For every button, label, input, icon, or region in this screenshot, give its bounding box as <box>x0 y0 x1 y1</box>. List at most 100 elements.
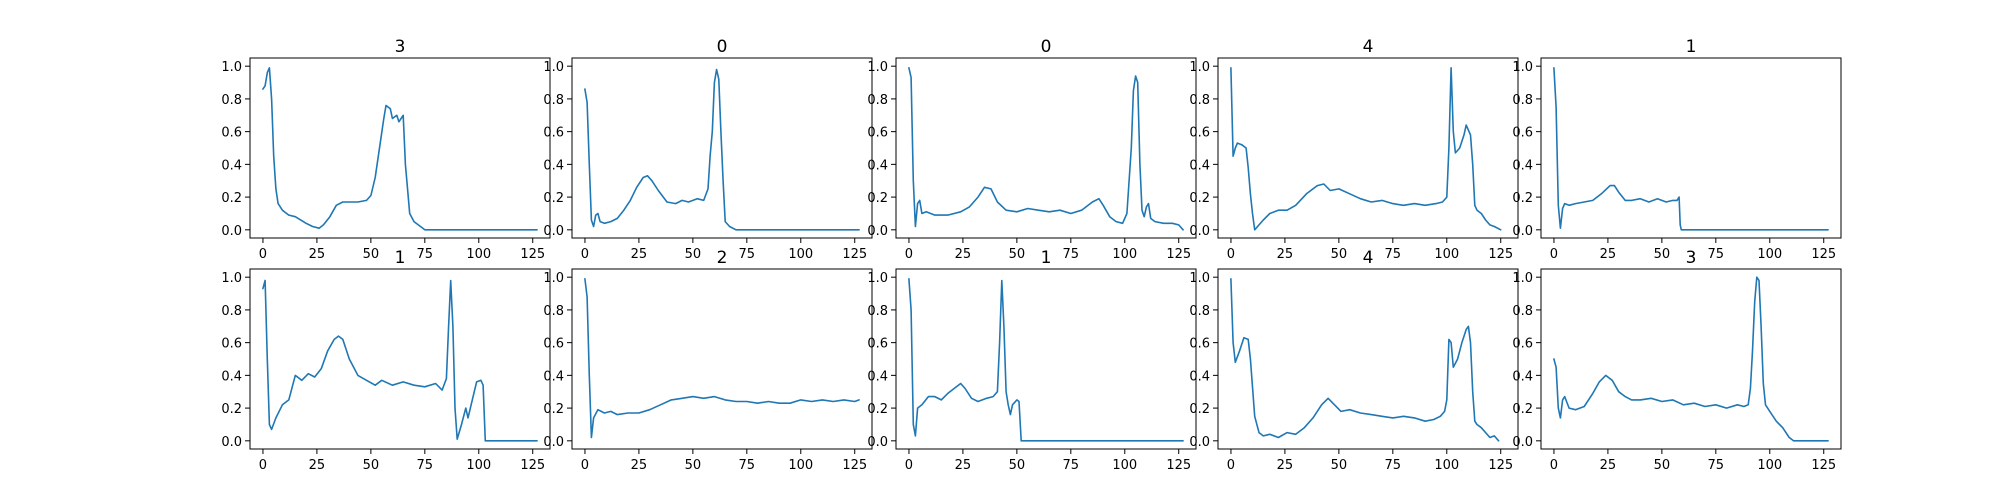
y-tick-label: 0.8 <box>221 304 242 319</box>
series-line <box>1553 67 1829 231</box>
x-tick-label: 25 <box>1277 458 1294 473</box>
subplot-title: 2 <box>717 248 728 268</box>
x-tick-label: 100 <box>466 247 491 262</box>
x-tick-label: 125 <box>1488 458 1513 473</box>
y-tick-label: 0.2 <box>221 402 242 417</box>
y-tick-label: 0.8 <box>1512 304 1533 319</box>
subplot-9: 0 25 50 75 100 125 0.0 0.2 0.4 0.6 0.8 1.0 4 <box>1189 248 1519 473</box>
x-tick-label: 100 <box>1112 458 1137 473</box>
series-line <box>262 67 538 231</box>
x-tick-label: 75 <box>1063 247 1080 262</box>
x-tick-label: 0 <box>581 247 589 262</box>
x-tick-label: 50 <box>1331 458 1348 473</box>
x-tick-label: 100 <box>788 458 813 473</box>
axes-frame <box>1217 268 1519 450</box>
y-tick-label: 0.0 <box>1512 435 1533 450</box>
x-tick-label: 100 <box>1757 458 1782 473</box>
subplot-title: 3 <box>395 37 406 57</box>
y-tick-label: 0.6 <box>1512 337 1533 352</box>
y-tick-label: 0.4 <box>543 158 564 173</box>
x-tick-label: 0 <box>259 458 267 473</box>
y-tick-label: 0.8 <box>543 304 564 319</box>
x-tick-label: 100 <box>466 458 491 473</box>
axes-frame <box>571 268 873 450</box>
x-tick-label: 0 <box>581 458 589 473</box>
y-tick-label: 0.0 <box>221 435 242 450</box>
y-tick-label: 0.6 <box>221 337 242 352</box>
y-tick-label: 0.0 <box>1512 224 1533 239</box>
series-line <box>1230 67 1502 231</box>
y-tick-label: 0.4 <box>543 369 564 384</box>
y-tick-label: 0.4 <box>867 369 888 384</box>
y-tick-label: 0.6 <box>543 337 564 352</box>
y-tick-label: 0.4 <box>1512 158 1533 173</box>
subplot-7: 0 25 50 75 100 125 0.0 0.2 0.4 0.6 0.8 1.0 2 <box>543 248 873 473</box>
y-tick-label: 1.0 <box>543 271 564 286</box>
subplot-6: 0 25 50 75 100 125 0.0 0.2 0.4 0.6 0.8 1.0 1 <box>221 248 551 473</box>
y-tick-label: 0.2 <box>543 402 564 417</box>
x-tick-label: 125 <box>842 458 867 473</box>
x-tick-label: 50 <box>1654 247 1671 262</box>
x-tick-label: 100 <box>1434 247 1459 262</box>
x-tick-label: 50 <box>1654 458 1671 473</box>
y-tick-label: 0.0 <box>1189 435 1210 450</box>
x-tick-label: 25 <box>1600 247 1617 262</box>
series-line <box>908 67 1184 231</box>
series-line <box>1230 278 1500 442</box>
y-tick-label: 0.2 <box>1512 402 1533 417</box>
y-tick-label: 0.6 <box>1512 126 1533 141</box>
x-tick-label: 75 <box>739 247 756 262</box>
series-line <box>262 279 538 442</box>
y-tick-label: 0.6 <box>1189 337 1210 352</box>
x-tick-label: 25 <box>631 458 648 473</box>
x-tick-label: 25 <box>1277 247 1294 262</box>
y-tick-label: 1.0 <box>221 60 242 75</box>
subplot-title: 1 <box>1041 248 1052 268</box>
axes-frame <box>571 57 873 239</box>
y-tick-label: 0.8 <box>543 93 564 108</box>
y-tick-label: 0.6 <box>221 126 242 141</box>
subplot-3: 0 25 50 75 100 125 0.0 0.2 0.4 0.6 0.8 1.0 0 <box>867 37 1197 262</box>
y-tick-label: 0.6 <box>1189 126 1210 141</box>
y-tick-label: 0.8 <box>1189 93 1210 108</box>
x-tick-label: 100 <box>1757 247 1782 262</box>
y-tick-label: 1.0 <box>1189 271 1210 286</box>
y-tick-label: 0.4 <box>867 158 888 173</box>
x-tick-label: 25 <box>1600 458 1617 473</box>
axes-frame <box>1540 268 1842 450</box>
y-tick-label: 0.4 <box>221 158 242 173</box>
subplot-5: 0 25 50 75 100 125 0.0 0.2 0.4 0.6 0.8 1.0 1 <box>1512 37 1842 262</box>
x-tick-label: 125 <box>1811 247 1836 262</box>
series-line <box>584 68 860 231</box>
series-line <box>908 278 1184 442</box>
x-tick-label: 25 <box>309 247 326 262</box>
x-tick-label: 125 <box>1811 458 1836 473</box>
y-tick-label: 0.2 <box>1512 191 1533 206</box>
x-tick-label: 50 <box>363 247 380 262</box>
x-tick-label: 25 <box>309 458 326 473</box>
x-tick-label: 100 <box>788 247 813 262</box>
subplot-title: 4 <box>1363 248 1374 268</box>
y-tick-label: 0.8 <box>1512 93 1533 108</box>
y-tick-label: 0.6 <box>867 126 888 141</box>
y-tick-label: 0.8 <box>867 93 888 108</box>
x-tick-label: 0 <box>1227 458 1235 473</box>
y-tick-label: 0.0 <box>221 224 242 239</box>
y-tick-label: 0.0 <box>543 435 564 450</box>
x-tick-label: 125 <box>1166 458 1191 473</box>
y-tick-label: 1.0 <box>867 60 888 75</box>
x-tick-label: 25 <box>955 458 972 473</box>
y-tick-label: 0.0 <box>1189 224 1210 239</box>
x-tick-label: 0 <box>905 458 913 473</box>
y-tick-label: 0.0 <box>867 435 888 450</box>
subplot-title: 0 <box>717 37 728 57</box>
x-tick-label: 125 <box>520 458 545 473</box>
y-tick-label: 0.6 <box>543 126 564 141</box>
y-tick-label: 0.4 <box>1189 158 1210 173</box>
x-tick-label: 0 <box>1227 247 1235 262</box>
y-tick-label: 1.0 <box>543 60 564 75</box>
y-tick-label: 0.8 <box>221 93 242 108</box>
y-tick-label: 1.0 <box>1189 60 1210 75</box>
x-tick-label: 50 <box>1009 458 1026 473</box>
x-tick-label: 75 <box>739 458 756 473</box>
